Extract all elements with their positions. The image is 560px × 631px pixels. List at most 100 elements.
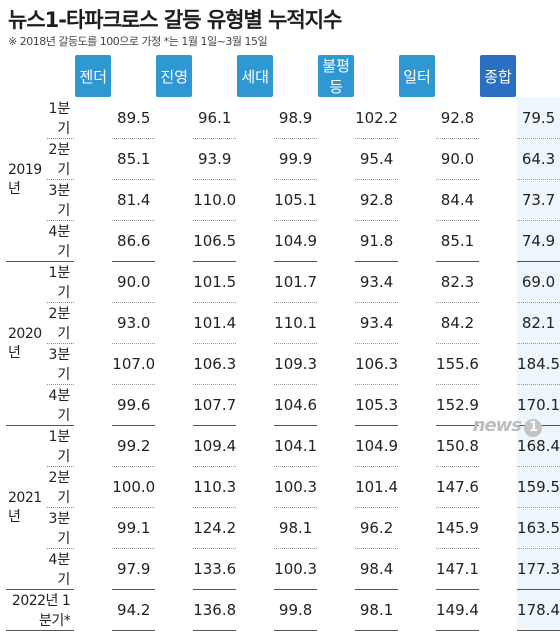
value-cell: 98.4 bbox=[355, 549, 399, 590]
value-cell: 81.4 bbox=[112, 180, 156, 221]
value-cell: 105.1 bbox=[274, 180, 318, 221]
value-cell: 147.1 bbox=[436, 549, 479, 590]
value-cell: 106.5 bbox=[193, 221, 237, 262]
cell-gap bbox=[398, 303, 436, 344]
cell-gap bbox=[317, 98, 355, 139]
news1-logo: news 1 bbox=[473, 415, 542, 437]
cell-gap bbox=[398, 549, 436, 590]
table-row: 4분기 99.6 107.7 104.6 105.3 152.9 170.1 bbox=[6, 385, 560, 426]
value-cell: 79.5 bbox=[517, 98, 560, 139]
cell-gap bbox=[398, 467, 436, 508]
header-row: 젠더 진영 세대 불평등 일터 종합 bbox=[6, 54, 560, 98]
cell-gap bbox=[398, 262, 436, 303]
header-gap bbox=[112, 54, 155, 98]
header-gap bbox=[274, 54, 317, 98]
row-label: 2022년 1분기* bbox=[6, 590, 75, 631]
value-cell: 109.4 bbox=[193, 426, 237, 467]
table-row: 2분기 100.0 110.3 100.3 101.4 147.6 159.5 bbox=[6, 467, 560, 508]
quarter-label: 4분기 bbox=[47, 385, 75, 426]
value-cell: 104.9 bbox=[355, 426, 399, 467]
quarter-label: 1분기 bbox=[47, 426, 75, 467]
value-cell: 149.4 bbox=[436, 590, 479, 631]
value-cell: 159.5 bbox=[517, 467, 560, 508]
cell-gap bbox=[74, 426, 112, 467]
cell-gap bbox=[155, 262, 193, 303]
cell-gap bbox=[155, 98, 193, 139]
value-cell: 82.3 bbox=[436, 262, 479, 303]
cell-gap bbox=[74, 180, 112, 221]
value-cell: 147.6 bbox=[436, 467, 479, 508]
cell-gap bbox=[74, 385, 112, 426]
cell-gap bbox=[398, 98, 436, 139]
cell-gap bbox=[317, 303, 355, 344]
cell-gap bbox=[479, 303, 517, 344]
cell-gap bbox=[155, 344, 193, 385]
cell-gap bbox=[155, 303, 193, 344]
cell-gap bbox=[155, 221, 193, 262]
value-cell: 96.1 bbox=[193, 98, 237, 139]
value-cell: 110.1 bbox=[274, 303, 318, 344]
value-cell: 152.9 bbox=[436, 385, 479, 426]
table-row: 4분기 97.9 133.6 100.3 98.4 147.1 177.3 bbox=[6, 549, 560, 590]
value-cell: 105.3 bbox=[355, 385, 399, 426]
cell-gap bbox=[317, 344, 355, 385]
table-body: 2019년 1분기 89.5 96.1 98.9 102.2 92.8 79.5 2분기 85.1… bbox=[6, 98, 560, 631]
cell-gap bbox=[74, 590, 112, 631]
column-header: 젠더 bbox=[74, 54, 113, 98]
table-row: 3분기 81.4 110.0 105.1 92.8 84.4 73.7 bbox=[6, 180, 560, 221]
header-gap bbox=[355, 54, 398, 98]
value-cell: 133.6 bbox=[193, 549, 237, 590]
value-cell: 104.6 bbox=[274, 385, 318, 426]
cell-gap bbox=[74, 344, 112, 385]
quarter-label: 4분기 bbox=[47, 221, 75, 262]
value-cell: 101.5 bbox=[193, 262, 237, 303]
value-cell: 92.8 bbox=[355, 180, 399, 221]
cell-gap bbox=[155, 549, 193, 590]
cell-gap bbox=[236, 98, 274, 139]
cell-gap bbox=[155, 590, 193, 631]
value-cell: 94.2 bbox=[112, 590, 156, 631]
value-cell: 100.3 bbox=[274, 549, 318, 590]
cell-gap bbox=[236, 344, 274, 385]
cell-gap bbox=[479, 549, 517, 590]
cell-gap bbox=[155, 139, 193, 180]
value-cell: 110.3 bbox=[193, 467, 237, 508]
quarter-label: 2분기 bbox=[47, 303, 75, 344]
cell-gap bbox=[155, 508, 193, 549]
value-cell: 99.8 bbox=[274, 590, 318, 631]
value-cell: 99.1 bbox=[112, 508, 156, 549]
cell-gap bbox=[317, 426, 355, 467]
value-cell: 178.4 bbox=[517, 590, 560, 631]
value-cell: 98.9 bbox=[274, 98, 318, 139]
cell-gap bbox=[236, 139, 274, 180]
value-cell: 124.2 bbox=[193, 508, 237, 549]
value-cell: 100.3 bbox=[274, 467, 318, 508]
data-table: 젠더 진영 세대 불평등 일터 종합 2019년 1분기 89.5 96.1 98.9 102.2 9… bbox=[6, 54, 560, 631]
column-header: 종합 bbox=[478, 54, 518, 98]
quarter-label: 1분기 bbox=[47, 262, 75, 303]
value-cell: 73.7 bbox=[517, 180, 560, 221]
cell-gap bbox=[398, 590, 436, 631]
value-cell: 107.7 bbox=[193, 385, 237, 426]
value-cell: 98.1 bbox=[355, 590, 399, 631]
cell-gap bbox=[479, 262, 517, 303]
cell-gap bbox=[317, 180, 355, 221]
cell-gap bbox=[479, 344, 517, 385]
cell-gap bbox=[155, 385, 193, 426]
column-header: 일터 bbox=[398, 54, 437, 98]
value-cell: 145.9 bbox=[436, 508, 479, 549]
year-label: 2020년 bbox=[6, 262, 48, 426]
cell-gap bbox=[317, 590, 355, 631]
quarter-label: 2분기 bbox=[47, 467, 75, 508]
header-gap bbox=[436, 54, 479, 98]
table-row: 2019년 1분기 89.5 96.1 98.9 102.2 92.8 79.5 bbox=[6, 98, 560, 262]
value-cell: 106.3 bbox=[355, 344, 399, 385]
chart-subtitle: ※ 2018년 갈등도를 100으로 가정 *는 1월 1일~3월 15일 bbox=[8, 35, 268, 48]
cell-gap bbox=[479, 139, 517, 180]
cell-gap bbox=[398, 344, 436, 385]
cell-gap bbox=[236, 590, 274, 631]
value-cell: 99.9 bbox=[274, 139, 318, 180]
cell-gap bbox=[317, 467, 355, 508]
corner-cell bbox=[6, 54, 74, 98]
cell-gap bbox=[479, 508, 517, 549]
